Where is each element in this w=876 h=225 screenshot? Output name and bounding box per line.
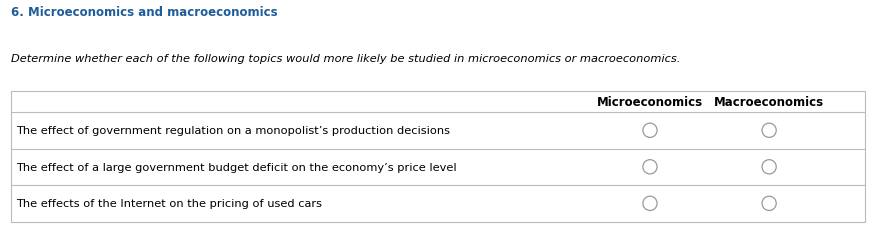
Ellipse shape: [643, 160, 657, 174]
Text: The effect of a large government budget deficit on the economy’s price level: The effect of a large government budget …: [16, 162, 456, 172]
Ellipse shape: [643, 196, 657, 211]
Text: The effect of government regulation on a monopolist’s production decisions: The effect of government regulation on a…: [16, 126, 449, 136]
Ellipse shape: [762, 196, 776, 211]
Ellipse shape: [643, 124, 657, 138]
Text: The effects of the Internet on the pricing of used cars: The effects of the Internet on the prici…: [16, 198, 321, 208]
Ellipse shape: [762, 160, 776, 174]
Ellipse shape: [762, 124, 776, 138]
Text: Microeconomics: Microeconomics: [597, 95, 703, 108]
Text: 6. Microeconomics and macroeconomics: 6. Microeconomics and macroeconomics: [11, 6, 278, 19]
Text: Determine whether each of the following topics would more likely be studied in m: Determine whether each of the following …: [11, 54, 681, 64]
Bar: [11, 91, 865, 222]
Text: Macroeconomics: Macroeconomics: [714, 95, 824, 108]
